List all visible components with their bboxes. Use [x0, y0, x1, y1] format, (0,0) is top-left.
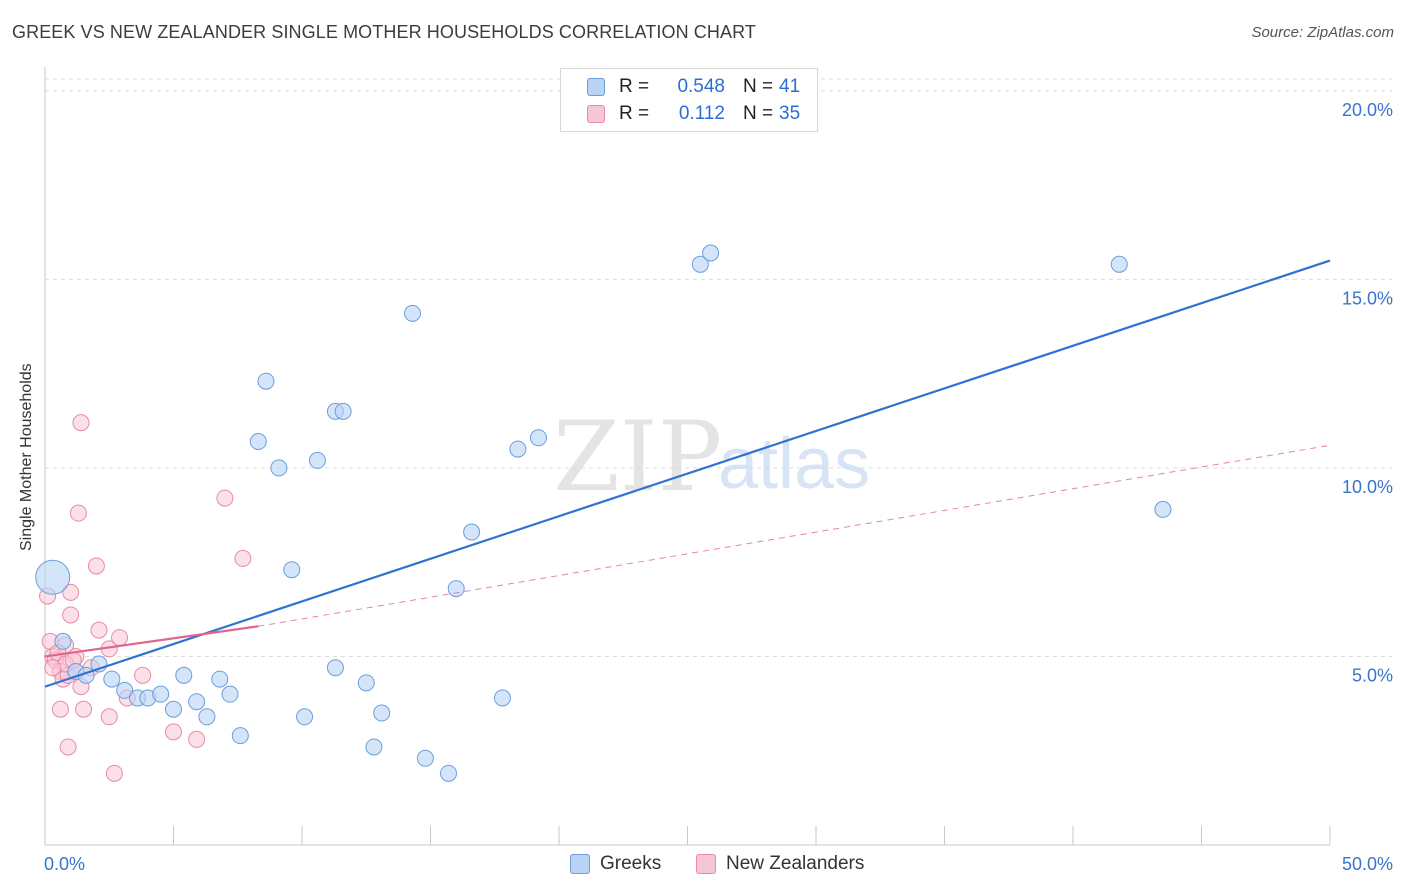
point-greeks: [249, 433, 267, 451]
watermark-zip: ZIP: [553, 401, 722, 513]
point-new-zealanders: [105, 764, 123, 782]
point-new-zealanders: [51, 700, 69, 718]
point-new-zealanders: [87, 557, 105, 575]
point-greeks: [416, 749, 434, 767]
point-greeks: [1154, 500, 1172, 518]
point-greeks: [357, 674, 375, 692]
x-tick-label: 50.0%: [1342, 854, 1393, 874]
point-greeks: [308, 451, 326, 469]
point-greeks: [198, 708, 216, 726]
y-tick-label: 5.0%: [1352, 665, 1393, 685]
bottom-legend-label-greeks: Greeks: [600, 853, 662, 874]
watermark-atlas: atlas: [718, 424, 870, 504]
point-greeks: [447, 580, 465, 598]
point-greeks: [283, 561, 301, 579]
point-new-zealanders: [75, 700, 93, 718]
legend-r-label: R =: [619, 103, 650, 124]
point-greeks: [334, 402, 352, 420]
point-new-zealanders: [59, 738, 77, 756]
bottom-swatch-new-zealanders: [696, 854, 716, 874]
legend-r-value: 0.112: [678, 103, 725, 124]
point-greeks: [326, 659, 344, 677]
y-tick-label: 20.0%: [1342, 100, 1393, 120]
point-greeks: [439, 764, 457, 782]
point-greeks: [373, 704, 391, 722]
point-new-zealanders: [100, 708, 118, 726]
bottom-legend-greeks: Greeks: [570, 851, 661, 877]
point-new-zealanders: [44, 659, 62, 677]
point-new-zealanders: [188, 730, 206, 748]
legend-n-value: 41: [779, 76, 801, 97]
point-greeks: [35, 559, 71, 595]
point-greeks: [103, 670, 121, 688]
point-greeks: [152, 685, 170, 703]
point-greeks: [270, 459, 288, 477]
point-new-zealanders: [234, 549, 252, 567]
legend-r-value: 0.548: [677, 76, 725, 97]
legend-n-label: N =: [743, 103, 774, 124]
bottom-legend-label-new-zealanders: New Zealanders: [726, 853, 865, 874]
point-greeks: [257, 372, 275, 390]
point-greeks: [231, 727, 249, 745]
point-new-zealanders: [62, 583, 80, 601]
point-greeks: [175, 666, 193, 684]
point-greeks: [188, 693, 206, 711]
bottom-swatch-greeks: [570, 854, 590, 874]
point-greeks: [211, 670, 229, 688]
point-greeks: [691, 255, 709, 273]
legend-n-label: N =: [743, 76, 774, 97]
legend-row-greeks: R = 0.548 N = 41: [587, 75, 800, 99]
legend-row-new-zealanders: R = 0.112 N = 35: [587, 102, 800, 126]
point-greeks: [463, 523, 481, 541]
trendline-new-zealanders-extension: [258, 444, 1331, 627]
bottom-legend-new-zealanders: New Zealanders: [696, 851, 864, 877]
point-new-zealanders: [111, 629, 129, 647]
point-greeks: [702, 244, 720, 262]
legend-swatch-greeks: [587, 78, 605, 96]
point-new-zealanders: [134, 666, 152, 684]
y-tick-label: 10.0%: [1342, 477, 1393, 497]
stats-legend: R = 0.548 N = 41 R = 0.112 N = 35: [560, 68, 818, 132]
point-new-zealanders: [90, 621, 108, 639]
y-tick-label: 15.0%: [1342, 288, 1393, 308]
legend-n-value: 35: [779, 103, 801, 124]
point-new-zealanders: [69, 504, 87, 522]
legend-r-label: R =: [619, 76, 650, 97]
point-new-zealanders: [72, 414, 90, 432]
point-greeks: [54, 632, 72, 650]
chart-title: GREEK VS NEW ZEALANDER SINGLE MOTHER HOU…: [12, 22, 756, 42]
chart-source: Source: ZipAtlas.com: [1251, 24, 1394, 41]
point-greeks: [221, 685, 239, 703]
point-greeks: [493, 689, 511, 707]
trendline-new-zealanders: [44, 625, 259, 658]
point-greeks: [509, 440, 527, 458]
point-greeks: [529, 429, 547, 447]
point-greeks: [165, 700, 182, 718]
point-greeks: [116, 681, 134, 699]
point-new-zealanders: [62, 606, 80, 624]
point-greeks: [365, 738, 383, 756]
trendline-greeks: [44, 259, 1331, 688]
point-greeks: [296, 708, 314, 726]
x-tick-label: 0.0%: [44, 854, 85, 874]
point-greeks: [1110, 255, 1128, 273]
legend-swatch-new-zealanders: [587, 105, 605, 123]
point-new-zealanders: [165, 723, 182, 741]
point-new-zealanders: [216, 489, 234, 507]
point-greeks: [404, 304, 422, 322]
